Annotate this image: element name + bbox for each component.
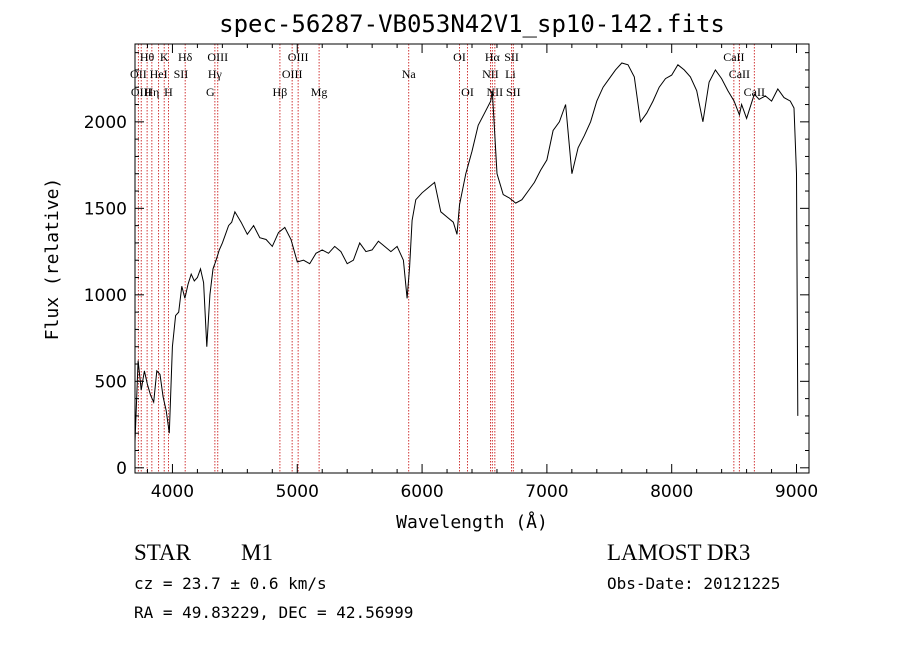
y-axis: 0 500 1000 1500 2000 xyxy=(84,52,809,479)
x-tick-label: 4000 xyxy=(151,482,194,502)
line-label: G xyxy=(206,85,215,99)
line-label: OIII xyxy=(131,85,152,99)
y-tick-label: 500 xyxy=(95,372,127,392)
line-label: Hη xyxy=(144,85,159,99)
line-label: Na xyxy=(402,67,417,81)
line-label: Li xyxy=(505,67,516,81)
line-label: Hβ xyxy=(273,85,288,99)
x-tick-label: 6000 xyxy=(400,482,443,502)
plot-frame xyxy=(134,43,810,474)
x-tick-label: 9000 xyxy=(775,482,818,502)
line-label: SII xyxy=(504,50,519,64)
x-tick-label: 8000 xyxy=(650,482,693,502)
x-axis: 4000 5000 6000 7000 8000 9000 xyxy=(146,44,818,502)
chart-title: spec-56287-VB053N42V1_sp10-142.fits xyxy=(219,10,725,38)
x-tick-label: 7000 xyxy=(525,482,568,502)
line-label: CaII xyxy=(729,67,750,81)
line-label: SII xyxy=(506,85,521,99)
object-subclass: M1 xyxy=(241,540,273,565)
x-axis-label: Wavelength (Å) xyxy=(396,511,548,533)
line-label: Hγ xyxy=(208,67,223,81)
line-label: OIII xyxy=(207,50,228,64)
line-label: Mg xyxy=(311,85,328,99)
emission-lines-group xyxy=(137,44,755,473)
survey-name: LAMOST DR3 xyxy=(607,540,751,565)
redshift-text: cz = 23.7 ± 0.6 km/s xyxy=(134,574,327,593)
line-label: K xyxy=(160,50,169,64)
coordinates-text: RA = 49.83229, DEC = 42.56999 xyxy=(134,603,414,622)
line-label: OIII xyxy=(282,67,303,81)
line-label: NII xyxy=(482,67,499,81)
line-label: HeI xyxy=(150,67,168,81)
y-tick-label: 2000 xyxy=(84,113,127,133)
y-tick-label: 1000 xyxy=(84,286,127,306)
line-label: OI xyxy=(461,85,474,99)
object-type: STAR xyxy=(134,540,191,565)
line-label: OII xyxy=(130,67,147,81)
y-tick-label: 0 xyxy=(116,459,127,479)
line-label: OI xyxy=(453,50,466,64)
line-label: OIII xyxy=(288,50,309,64)
line-label: CaII xyxy=(723,50,744,64)
line-label: Hθ xyxy=(140,50,155,64)
y-axis-label: Flux (relative) xyxy=(42,178,63,341)
line-label: H xyxy=(164,85,173,99)
obs-date-text: Obs-Date: 20121225 xyxy=(607,574,781,593)
line-label: NII xyxy=(487,85,504,99)
line-label: Hα xyxy=(485,50,501,64)
spectrum-line xyxy=(134,62,799,442)
line-label: CaII xyxy=(744,85,765,99)
y-tick-label: 1500 xyxy=(84,199,127,219)
line-label: Hδ xyxy=(178,50,193,64)
x-tick-label: 5000 xyxy=(276,482,319,502)
line-label: SII xyxy=(174,67,189,81)
